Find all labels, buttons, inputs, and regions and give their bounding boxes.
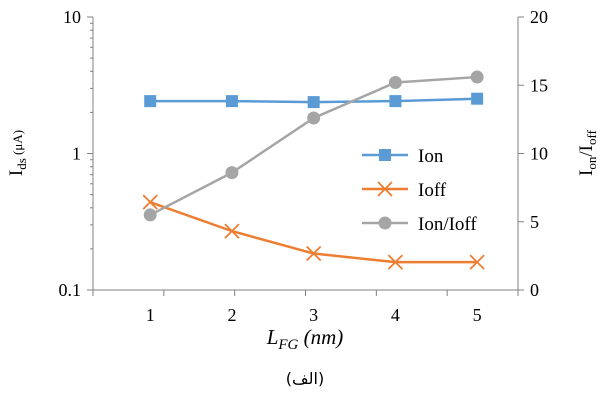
x-tick-label: 5 <box>473 305 482 325</box>
left-tick-group: 0.1 1 10 <box>59 7 93 300</box>
left-tick-label: 0.1 <box>59 280 82 300</box>
x-marker <box>469 254 485 270</box>
x-tick-label: 1 <box>146 305 155 325</box>
legend-label-ioff: Ioff <box>418 180 447 201</box>
x-tick-label: 2 <box>227 305 236 325</box>
square-marker <box>225 95 238 108</box>
x-marker <box>306 245 322 262</box>
right-tick-label: 0 <box>530 280 539 300</box>
left-tick-label: 10 <box>63 7 81 27</box>
circle-marker <box>378 216 392 230</box>
series-group <box>142 70 485 270</box>
legend-label-ion: Ion <box>418 146 444 167</box>
right-tick-group: 0 5 10 15 20 <box>518 7 548 300</box>
x-tick-group: 1 2 3 4 5 <box>92 290 519 325</box>
circle-marker <box>143 208 157 222</box>
x-marker <box>142 194 158 210</box>
circle-marker <box>470 70 484 84</box>
right-tick-label: 5 <box>530 212 539 232</box>
right-tick-label: 10 <box>530 144 548 164</box>
x-marker <box>377 181 393 197</box>
y-axis-right-label: Ion/Ioff <box>576 129 599 176</box>
figure-caption: (الف) <box>286 369 324 388</box>
square-marker <box>307 96 320 109</box>
x-marker <box>224 223 240 239</box>
y-axis-left-label: Ids (μA) <box>6 130 29 176</box>
square-marker <box>379 149 391 161</box>
square-marker <box>144 95 157 108</box>
right-tick-label: 15 <box>530 75 548 95</box>
right-tick-label: 20 <box>530 7 548 27</box>
x-axis-label: LFG (nm) <box>266 325 344 353</box>
left-tick-label: 1 <box>72 144 81 164</box>
circle-marker <box>388 76 402 90</box>
x-marker <box>387 254 404 270</box>
legend: Ion Ioff Ion/Ioff <box>362 146 477 235</box>
legend-label-ion-ioff: Ion/Ioff <box>418 214 477 235</box>
circle-marker <box>307 111 321 125</box>
square-marker <box>471 92 484 105</box>
square-marker <box>389 95 402 108</box>
x-tick-label: 4 <box>391 305 400 325</box>
circle-marker <box>225 166 239 180</box>
x-tick-label: 3 <box>309 305 318 325</box>
